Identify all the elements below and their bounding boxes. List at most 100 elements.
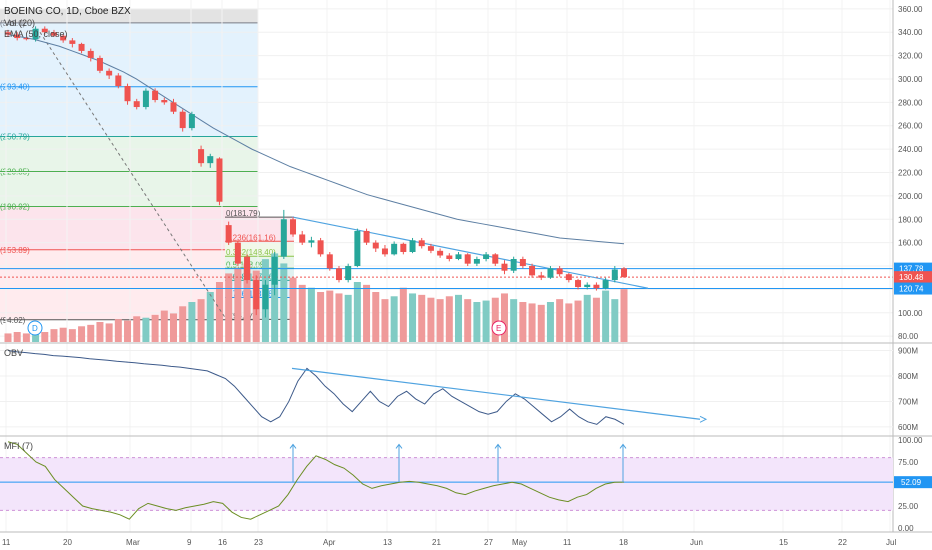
fib-label-left-6: (94.02) <box>0 316 26 325</box>
volume-bar-48 <box>445 296 453 342</box>
mfi-line <box>7 441 625 520</box>
volume-bar-4 <box>41 332 49 342</box>
candle-body-28 <box>262 284 269 310</box>
volume-bar-41 <box>381 299 389 342</box>
fib-label-right-2: 0.382(148.40) <box>226 248 276 257</box>
volume-bar-6 <box>59 327 67 342</box>
volume-bar-29 <box>271 253 279 342</box>
obv-pane-label: OBV <box>4 348 24 358</box>
fib-zone-0 <box>0 8 258 23</box>
volume-bar-60 <box>556 299 564 342</box>
fib-label-left-2: (250.79) <box>0 133 30 142</box>
candle-body-44 <box>409 240 416 252</box>
candle-body-0 <box>5 32 11 35</box>
volume-bar-0 <box>4 333 12 342</box>
price-badge-text-2: 120.74 <box>899 285 924 294</box>
volume-bar-5 <box>50 329 58 342</box>
date-axis-tick-14: 15 <box>779 538 788 547</box>
volume-bar-26 <box>243 263 251 342</box>
candle-body-19 <box>179 111 186 129</box>
date-axis-tick-3: 9 <box>187 538 192 547</box>
volume-bar-24 <box>225 273 233 342</box>
candle-body-48 <box>446 255 453 260</box>
candle-body-24 <box>225 225 232 243</box>
candle-body-31 <box>290 219 297 235</box>
price-badge-2 <box>894 282 932 295</box>
fib-zone-1 <box>0 22 258 87</box>
candle-body-23 <box>216 158 223 202</box>
ema-label: EMA (50, close) <box>4 29 68 39</box>
volume-bar-7 <box>68 329 76 342</box>
fib-label-left-5: (153.89) <box>0 246 30 255</box>
mfi-badge-text: 52.09 <box>901 478 922 487</box>
volume-bar-34 <box>317 292 325 342</box>
candle-body-29 <box>271 256 278 285</box>
volume-bar-37 <box>344 294 352 342</box>
price-axis-tick-3: 300.00 <box>898 75 923 84</box>
price-axis-tick-14: 80.00 <box>898 332 919 341</box>
fib-zone-4 <box>0 171 258 207</box>
candle-body-27 <box>253 280 260 310</box>
candle-body-35 <box>326 254 333 269</box>
volume-bar-38 <box>353 282 361 342</box>
candle-body-61 <box>565 274 572 281</box>
candle-body-26 <box>244 256 251 281</box>
fib-zone-7 <box>0 289 258 320</box>
candle-body-22 <box>207 156 214 164</box>
mfi-axis-tick-0: 100.00 <box>898 436 923 445</box>
volume-bar-62 <box>574 300 582 342</box>
candle-body-17 <box>161 100 168 103</box>
obv-trend-arrow <box>699 415 708 423</box>
candle-body-20 <box>188 114 195 129</box>
mfi-badge <box>894 476 932 489</box>
mfi-up-arrow-head-1 <box>395 443 403 449</box>
candle-body-46 <box>427 246 434 251</box>
event-marker-label-0: D <box>32 324 38 333</box>
volume-bar-20 <box>188 302 196 342</box>
volume-bar-12 <box>114 319 122 342</box>
volume-bar-13 <box>124 320 132 342</box>
candle-body-10 <box>96 57 103 71</box>
candle-body-47 <box>437 250 444 256</box>
candle-body-34 <box>317 240 324 255</box>
candle-body-13 <box>124 85 131 102</box>
volume-bar-64 <box>592 297 600 342</box>
date-axis-tick-5: 23 <box>254 538 263 547</box>
volume-bar-32 <box>298 284 306 342</box>
mfi-up-arrow-head-3 <box>619 443 627 449</box>
date-axis-tick-1: 20 <box>63 538 72 547</box>
volume-bar-49 <box>455 294 463 342</box>
price-badge-text-0: 137.78 <box>899 265 924 274</box>
price-axis-tick-10: 160.00 <box>898 239 923 248</box>
volume-bar-44 <box>409 293 417 342</box>
candle-body-51 <box>473 259 480 264</box>
candle-body-37 <box>345 266 352 281</box>
candle-body-12 <box>115 75 122 86</box>
date-axis-tick-9: 27 <box>484 538 493 547</box>
candle-body-21 <box>198 149 205 164</box>
fib-zone-6 <box>0 249 258 290</box>
candle-body-67 <box>621 268 627 278</box>
mfi-pane-label: MFI (7) <box>4 441 33 451</box>
fib-label-right-0: 0(181.79) <box>226 209 261 218</box>
date-axis-tick-4: 16 <box>218 538 227 547</box>
candle-body-52 <box>483 254 490 260</box>
volume-bar-39 <box>363 284 371 342</box>
chart-title: BOEING CO, 1D, Cboe BZX <box>4 6 131 17</box>
price-axis-tick-13: 100.00 <box>898 309 923 318</box>
date-axis-tick-12: 18 <box>619 538 628 547</box>
volume-bar-33 <box>307 287 315 342</box>
volume-label: Vol (20) <box>4 18 36 28</box>
fib-zone-5 <box>0 206 258 250</box>
candle-body-11 <box>106 70 113 76</box>
candle-body-39 <box>363 230 370 243</box>
volume-bar-8 <box>78 326 86 342</box>
date-axis-tick-15: 22 <box>838 538 847 547</box>
mfi-axis-tick-3: 25.00 <box>898 502 919 511</box>
candle-body-33 <box>308 240 315 243</box>
event-marker-0 <box>27 320 43 336</box>
volume-bar-51 <box>473 302 481 342</box>
candle-body-18 <box>170 102 177 112</box>
